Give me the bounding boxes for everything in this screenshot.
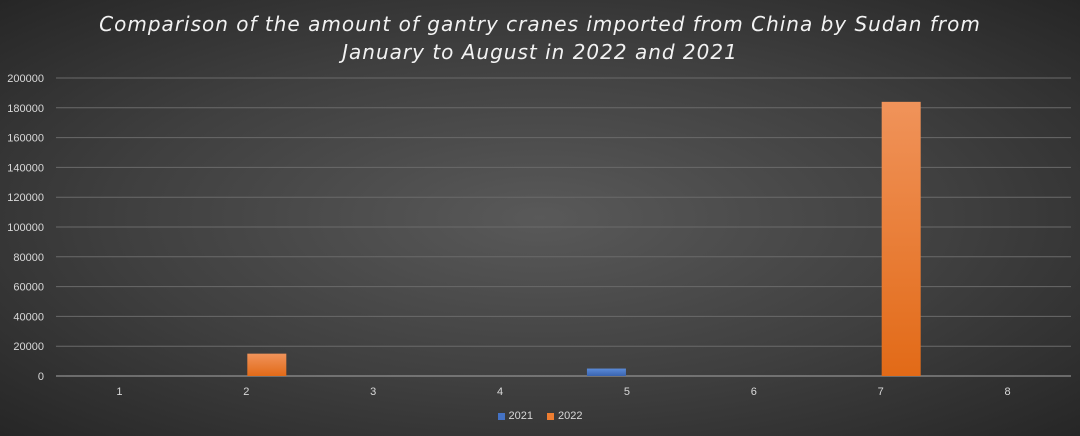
bar-2021-cat-5 (586, 368, 626, 376)
chart-title-line-1: Comparison of the amount of gantry crane… (99, 12, 981, 36)
legend-item-2022: 2022 (547, 410, 582, 422)
x-tick-label: 4 (497, 386, 503, 398)
chart-title: Comparison of the amount of gantry crane… (0, 10, 1080, 66)
x-tick-label: 8 (1005, 386, 1011, 398)
legend-label: 2021 (508, 410, 533, 422)
x-tick-label: 3 (370, 386, 376, 398)
y-tick-label: 20000 (13, 341, 44, 353)
y-tick-label: 120000 (7, 192, 44, 204)
y-tick-label: 80000 (13, 252, 44, 264)
legend-item-2021: 2021 (497, 410, 533, 422)
y-tick-label: 0 (38, 371, 44, 383)
chart-title-line-2: January to August in 2022 and 2021 (342, 40, 738, 64)
bars (247, 101, 921, 376)
x-axis-labels: 1 2 3 4 5 6 7 8 (116, 386, 1010, 398)
bar-2022-cat-7 (881, 101, 921, 376)
x-tick-label: 6 (751, 386, 757, 398)
y-tick-label: 180000 (7, 103, 44, 115)
legend-swatch (497, 412, 505, 420)
x-tick-label: 2 (243, 386, 249, 398)
legend: 2021 2022 (0, 410, 1080, 422)
y-tick-label: 160000 (7, 133, 44, 145)
legend-label: 2022 (558, 410, 583, 422)
y-tick-label: 40000 (13, 311, 44, 323)
y-tick-label: 100000 (7, 222, 44, 234)
x-tick-label: 5 (624, 386, 630, 398)
y-tick-label: 200000 (7, 73, 44, 85)
y-axis-labels: 0 20000 40000 60000 80000 100000 120000 140000 1… (7, 73, 44, 383)
x-tick-label: 1 (116, 386, 122, 398)
bar-2022-cat-2 (247, 353, 287, 376)
x-tick-label: 7 (878, 386, 884, 398)
legend-swatch (547, 412, 554, 420)
y-tick-label: 60000 (13, 282, 44, 294)
y-tick-label: 140000 (7, 162, 44, 174)
